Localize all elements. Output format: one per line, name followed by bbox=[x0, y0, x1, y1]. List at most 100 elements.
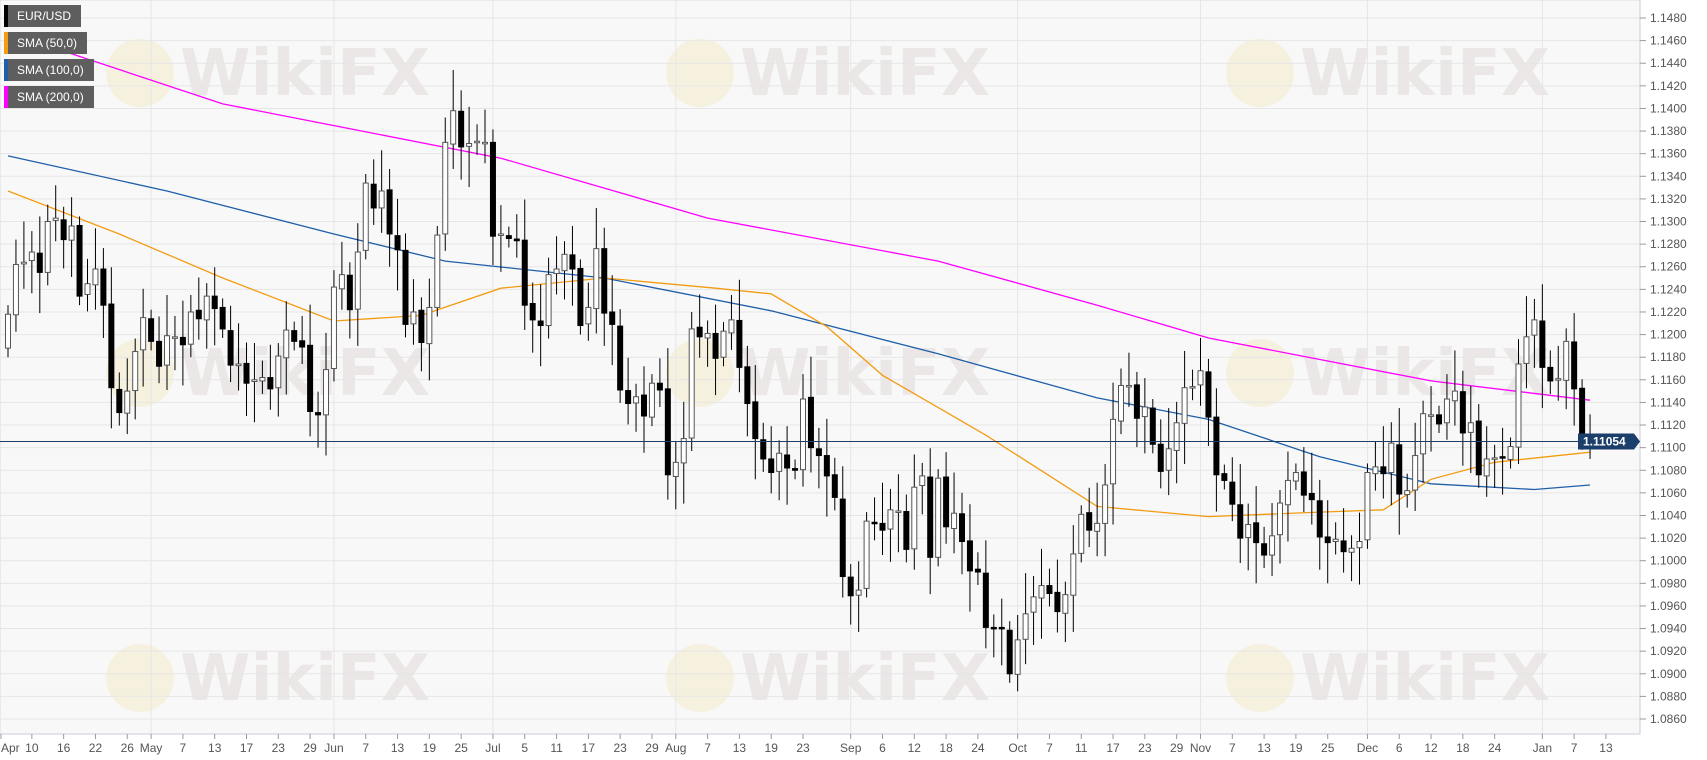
candle-down bbox=[76, 224, 83, 297]
candle-down bbox=[1475, 420, 1482, 476]
candle-up bbox=[1173, 422, 1180, 451]
candle-down bbox=[712, 332, 719, 359]
candle-down bbox=[768, 458, 775, 474]
candle-up bbox=[338, 274, 345, 290]
y-tick-label: 1.1100 bbox=[1650, 441, 1686, 455]
x-tick-label: 29 bbox=[1170, 741, 1184, 755]
candle-down bbox=[243, 362, 250, 384]
candle-down bbox=[664, 388, 671, 476]
y-tick-label: 1.0860 bbox=[1650, 712, 1687, 726]
candle-down bbox=[1380, 466, 1387, 475]
x-tick-label: 13 bbox=[1599, 741, 1613, 755]
candle-down bbox=[1436, 414, 1442, 425]
x-tick-label: 7 bbox=[180, 741, 187, 755]
y-tick-label: 1.1320 bbox=[1650, 192, 1687, 206]
legend-sma50[interactable]: SMA (50,0) bbox=[4, 32, 88, 54]
candle-down bbox=[179, 336, 186, 346]
candle-down bbox=[291, 330, 298, 342]
x-tick-label: 18 bbox=[939, 741, 953, 755]
candle-down bbox=[1086, 512, 1093, 531]
x-tick-label: 11 bbox=[550, 741, 563, 755]
candle-down bbox=[60, 219, 67, 241]
candle-up bbox=[1014, 639, 1021, 675]
y-tick-label: 1.1300 bbox=[1650, 215, 1687, 229]
candle-down bbox=[1499, 456, 1506, 459]
y-tick-label: 1.1140 bbox=[1650, 395, 1686, 409]
candle-up bbox=[28, 251, 35, 262]
candle-down bbox=[1006, 629, 1013, 675]
candle-down bbox=[617, 325, 624, 391]
watermark-text: WikiFX bbox=[740, 337, 990, 411]
x-tick-label: 17 bbox=[582, 741, 596, 755]
candle-down bbox=[839, 498, 846, 578]
candle-up bbox=[275, 355, 282, 389]
candle-down bbox=[219, 306, 226, 330]
x-tick-label: 7 bbox=[1229, 741, 1236, 755]
x-tick-label: 13 bbox=[1257, 741, 1271, 755]
candle-down bbox=[974, 568, 981, 573]
legend-eurusd[interactable]: EUR/USD bbox=[4, 5, 82, 27]
legend-sma100[interactable]: SMA (100,0) bbox=[4, 59, 94, 81]
candle-up bbox=[164, 335, 170, 366]
x-tick-label: May bbox=[140, 741, 163, 755]
y-tick-label: 1.1060 bbox=[1650, 486, 1687, 500]
candle-up bbox=[1292, 472, 1299, 482]
candle-down bbox=[577, 267, 584, 327]
x-tick-label: 26 bbox=[121, 741, 135, 755]
candle-up bbox=[68, 225, 75, 241]
candle-down bbox=[156, 340, 163, 367]
candle-up bbox=[1483, 458, 1490, 477]
x-tick-label: 25 bbox=[1321, 741, 1335, 755]
candle-down bbox=[1579, 387, 1586, 442]
candle-up bbox=[1356, 540, 1363, 549]
candle-down bbox=[656, 382, 663, 391]
candle-up bbox=[1348, 547, 1355, 553]
y-tick-label: 1.1380 bbox=[1650, 124, 1687, 138]
candle-up bbox=[354, 251, 361, 310]
candle-down bbox=[784, 454, 791, 469]
candle-down bbox=[116, 388, 123, 414]
candle-up bbox=[140, 317, 147, 351]
watermarks: WikiFX WikiFX WikiFX WikiFX WikiFX WikiFX Wiki… bbox=[106, 37, 1550, 716]
x-tick-label: 13 bbox=[391, 741, 405, 755]
x-tick-label: 29 bbox=[645, 741, 659, 755]
x-tick-label: 19 bbox=[765, 741, 779, 755]
candle-up bbox=[1277, 502, 1283, 536]
y-tick-label: 1.1120 bbox=[1650, 418, 1686, 432]
candle-up bbox=[1284, 479, 1291, 506]
x-tick-label: Jul bbox=[485, 741, 500, 755]
x-tick-label: 7 bbox=[704, 741, 711, 755]
x-tick-label: 13 bbox=[208, 741, 222, 755]
y-tick-label: 1.0900 bbox=[1650, 667, 1687, 681]
y-tick-label: 1.1360 bbox=[1650, 147, 1687, 161]
candle-up bbox=[1094, 522, 1101, 532]
x-tick-label: 25 bbox=[454, 741, 468, 755]
x-axis: Apr 10 16 22 26 May 7 13 17 23 29 Jun 7 13 19 25 Jul 5 11 1… bbox=[0, 733, 1640, 755]
x-tick-label: 6 bbox=[1396, 741, 1403, 755]
candle-up bbox=[919, 475, 926, 487]
candle-up bbox=[1515, 363, 1522, 448]
candle-down bbox=[1300, 471, 1307, 496]
legend-sma200[interactable]: SMA (200,0) bbox=[4, 86, 94, 108]
candle-up bbox=[1531, 319, 1538, 336]
x-tick-label: 18 bbox=[1456, 741, 1470, 755]
candle-up bbox=[12, 263, 19, 316]
candle-down bbox=[736, 319, 743, 368]
candle-up bbox=[1078, 513, 1085, 554]
watermark-logo bbox=[106, 39, 174, 107]
y-tick-label: 1.1260 bbox=[1650, 260, 1687, 274]
candle-down bbox=[1054, 591, 1061, 613]
x-tick-label: 7 bbox=[1571, 741, 1578, 755]
candle-up bbox=[1412, 455, 1419, 491]
sma200-line bbox=[7, 32, 1591, 401]
candle-up bbox=[1102, 484, 1109, 524]
candle-up bbox=[1110, 418, 1117, 485]
candle-down bbox=[513, 238, 520, 242]
candle-up bbox=[434, 234, 441, 308]
candle-up bbox=[895, 510, 902, 513]
y-tick-label: 1.1480 bbox=[1650, 11, 1687, 25]
candle-down bbox=[903, 511, 910, 550]
candle-up bbox=[1491, 457, 1498, 460]
candle-up bbox=[1467, 422, 1474, 433]
